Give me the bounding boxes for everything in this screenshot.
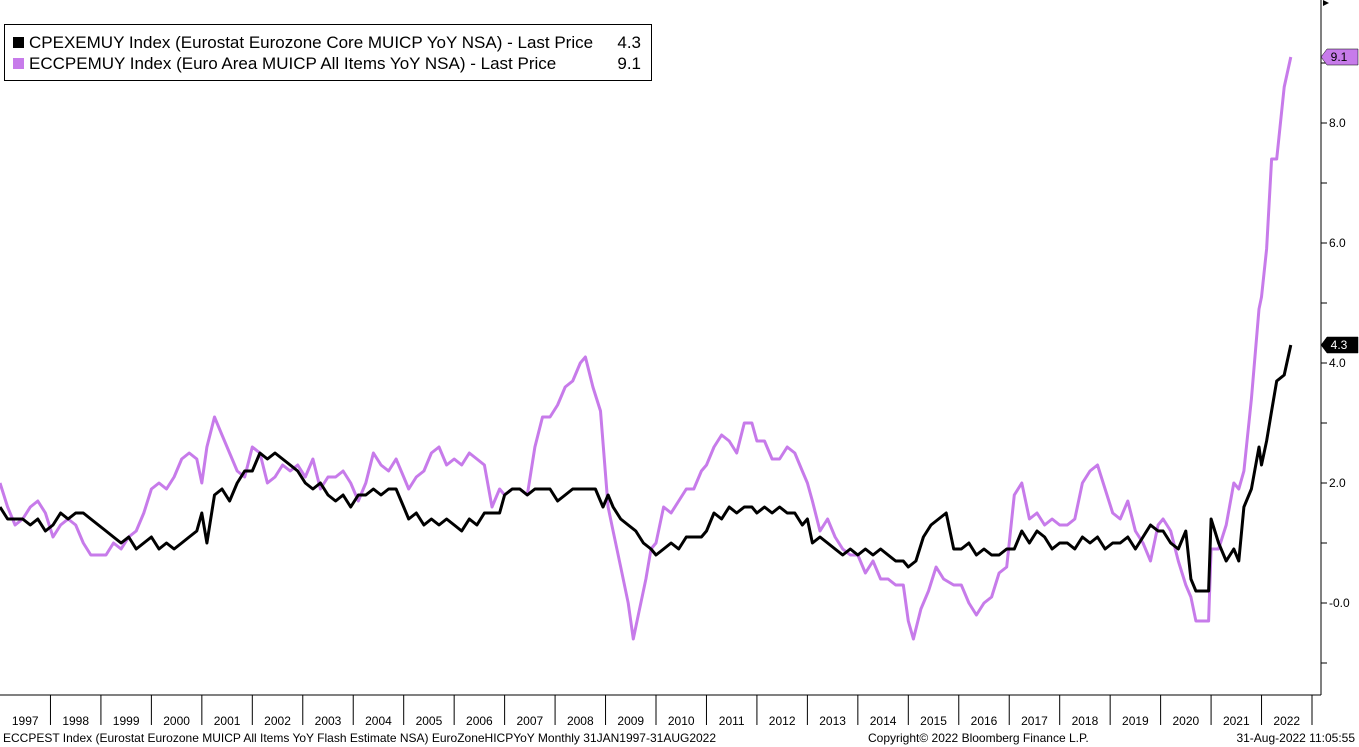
series-layer bbox=[0, 56, 1293, 641]
x-tick-label: 2005 bbox=[416, 714, 443, 728]
x-tick-label: 2009 bbox=[617, 714, 644, 728]
footer-source: ECCPEST Index (Eurostat Eurozone MUICP A… bbox=[3, 731, 717, 745]
footer-timestamp: 31-Aug-2022 11:05:55 bbox=[1236, 731, 1355, 745]
x-tick-label: 2010 bbox=[668, 714, 695, 728]
last-price-tag-core: 4.3 bbox=[1320, 336, 1359, 354]
x-tick-label: 2017 bbox=[1021, 714, 1048, 728]
x-tick-label: 2004 bbox=[365, 714, 392, 728]
x-tick-label: 2000 bbox=[163, 714, 190, 728]
legend: CPEXEMUY Index (Eurostat Eurozone Core M… bbox=[4, 24, 652, 81]
x-tick-label: 2007 bbox=[516, 714, 543, 728]
legend-swatch-headline bbox=[13, 58, 24, 69]
x-tick-label: 2019 bbox=[1122, 714, 1149, 728]
footer-copyright: Copyright© 2022 Bloomberg Finance L.P. bbox=[868, 731, 1089, 745]
x-tick-label: 2003 bbox=[315, 714, 342, 728]
svg-text:9.1: 9.1 bbox=[1331, 50, 1348, 64]
y-axis-arrow bbox=[1323, 0, 1329, 6]
x-tick-label: 2006 bbox=[466, 714, 493, 728]
last-price-tag-headline: 9.1 bbox=[1320, 48, 1359, 66]
x-tick-label: 2021 bbox=[1223, 714, 1250, 728]
x-tick-label: 2002 bbox=[264, 714, 291, 728]
y-tick-label: -0.0 bbox=[1329, 596, 1350, 610]
x-axis: 1997 1998 1999 2000 2001 2002 2003 2004 2005 2006… bbox=[12, 695, 1313, 728]
legend-label-headline: ECCPEMUY Index (Euro Area MUICP All Item… bbox=[29, 54, 557, 73]
y-tick-label: 8.0 bbox=[1329, 116, 1346, 130]
x-tick-label: 2014 bbox=[870, 714, 897, 728]
legend-swatch-core bbox=[13, 37, 24, 48]
x-tick-label: 2016 bbox=[971, 714, 998, 728]
x-tick-label: 2015 bbox=[920, 714, 947, 728]
legend-value-headline: 9.1 bbox=[617, 54, 641, 73]
y-axis: -0.0 2.0 4.0 6.0 8.0 bbox=[1321, 62, 1350, 664]
x-tick-label: 2013 bbox=[819, 714, 846, 728]
legend-label-core: CPEXEMUY Index (Eurostat Eurozone Core M… bbox=[29, 33, 594, 52]
last-price-tags: 9.1 4.3 bbox=[1320, 48, 1359, 354]
y-tick-label: 4.0 bbox=[1329, 356, 1346, 370]
plot-area bbox=[0, 0, 1329, 696]
x-tick-label: 2008 bbox=[567, 714, 594, 728]
legend-value-core: 4.3 bbox=[617, 33, 641, 52]
x-tick-label: 1998 bbox=[62, 714, 89, 728]
x-tick-label: 2018 bbox=[1072, 714, 1099, 728]
svg-text:4.3: 4.3 bbox=[1331, 338, 1348, 352]
y-tick-label: 2.0 bbox=[1329, 476, 1346, 490]
x-tick-label: 1999 bbox=[113, 714, 140, 728]
legend-item-core[interactable]: CPEXEMUY Index (Eurostat Eurozone Core M… bbox=[13, 33, 593, 53]
x-tick-label: 2022 bbox=[1273, 714, 1300, 728]
x-tick-label: 1997 bbox=[12, 714, 39, 728]
x-tick-label: 2020 bbox=[1172, 714, 1199, 728]
y-tick-label: 6.0 bbox=[1329, 236, 1346, 250]
series-line-core bbox=[0, 344, 1293, 593]
x-tick-label: 2001 bbox=[214, 714, 241, 728]
x-tick-label: 2012 bbox=[769, 714, 796, 728]
series-line-headline bbox=[0, 56, 1293, 641]
x-tick-label: 2011 bbox=[719, 714, 745, 728]
legend-item-headline[interactable]: ECCPEMUY Index (Euro Area MUICP All Item… bbox=[13, 54, 556, 74]
